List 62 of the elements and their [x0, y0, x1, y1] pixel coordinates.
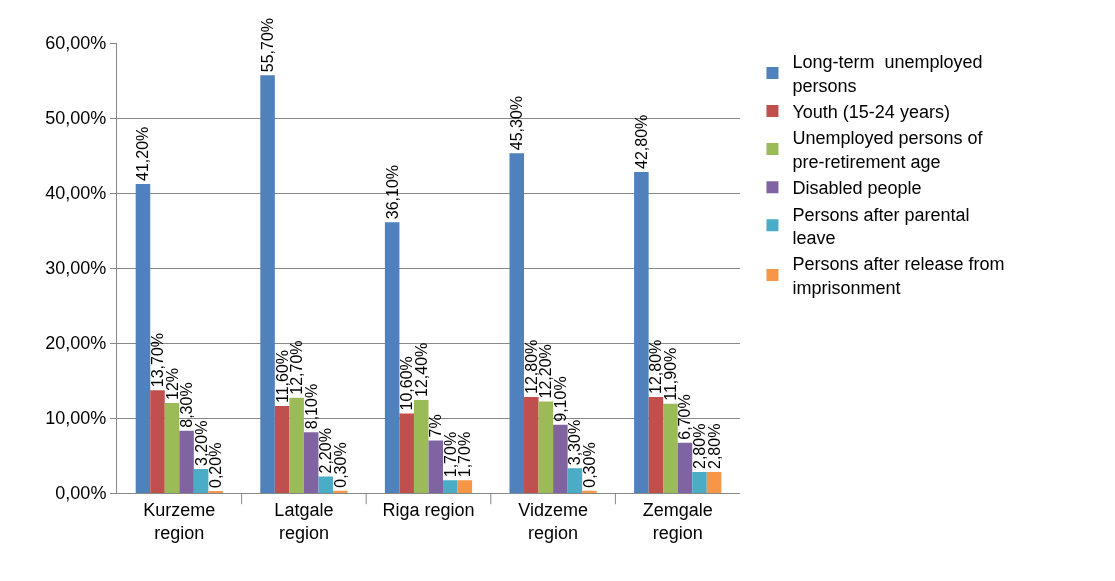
- data-label: 2,20%: [317, 428, 335, 474]
- bar: [706, 472, 722, 493]
- bar: [150, 390, 165, 493]
- data-label: 12%: [163, 367, 181, 400]
- bar: [179, 430, 194, 493]
- legend-label: Youth (15-24 years): [792, 102, 950, 123]
- bar: [509, 153, 525, 493]
- bar: [538, 401, 554, 493]
- bar: [332, 490, 348, 493]
- data-label: 41,20%: [134, 126, 152, 181]
- bar: [677, 442, 693, 493]
- y-tick-label: 50,00%: [45, 108, 107, 129]
- bar: [553, 424, 568, 493]
- bar: [457, 480, 473, 493]
- bar: [274, 406, 290, 493]
- data-label: 42,80%: [632, 114, 650, 169]
- bar: [663, 403, 678, 493]
- data-label: 12,80%: [647, 339, 665, 394]
- data-label: 0,20%: [207, 442, 225, 488]
- bar: [443, 480, 458, 493]
- x-tick-label: Riga region: [382, 499, 475, 520]
- bar: [428, 440, 444, 493]
- bar: [289, 397, 304, 493]
- bar: [692, 472, 707, 493]
- data-label: 6,70%: [676, 394, 694, 440]
- legend-label: Persons after release from imprisonment: [792, 254, 1005, 298]
- bar: [260, 75, 275, 493]
- x-tick-label: Vidzeme region: [518, 499, 588, 543]
- bar: [524, 397, 539, 493]
- data-label: 55,70%: [259, 17, 277, 73]
- data-label: 2,80%: [691, 423, 709, 469]
- bar: [135, 184, 151, 493]
- legend-label: Persons after parental leave: [792, 204, 970, 249]
- data-label: 36,10%: [383, 164, 401, 220]
- y-tick-label: 60,00%: [45, 33, 107, 54]
- y-tick-label: 20,00%: [45, 333, 107, 354]
- y-tick-label: 0,00%: [55, 483, 107, 504]
- legend-label: Disabled people: [792, 178, 922, 199]
- bar: [303, 432, 319, 493]
- bar: [384, 222, 400, 493]
- bar: [193, 469, 209, 493]
- bar: [582, 490, 597, 493]
- data-label: 12,80%: [522, 339, 540, 394]
- y-tick-label: 30,00%: [45, 258, 107, 279]
- x-tick-label: Zemgale region: [642, 499, 713, 543]
- data-label: 9,10%: [551, 376, 569, 422]
- x-tick-label: Latgale region: [274, 499, 334, 543]
- x-tick-label: Kurzeme region: [143, 499, 216, 543]
- data-label: 13,70%: [148, 332, 166, 388]
- legend-label: Unemployed persons of pre-retirement age: [792, 128, 984, 172]
- bar: [164, 403, 180, 493]
- bar: [318, 476, 333, 493]
- bar: [399, 413, 414, 493]
- bar: [648, 397, 664, 493]
- y-tick-label: 10,00%: [45, 408, 107, 429]
- data-label: 11,60%: [273, 349, 291, 403]
- bar: [567, 468, 583, 493]
- data-label: 3,30%: [566, 419, 584, 466]
- y-tick-label: 40,00%: [45, 183, 107, 204]
- bar: [634, 172, 649, 493]
- legend-label: Long-term unemployed persons: [792, 52, 983, 96]
- data-label: 45,30%: [508, 95, 526, 151]
